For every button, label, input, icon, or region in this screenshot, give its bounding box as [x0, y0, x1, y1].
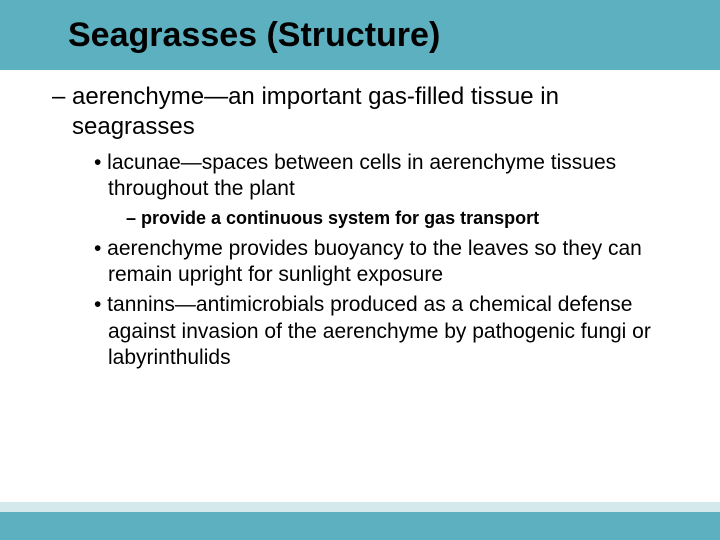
footer-accent-bar	[0, 512, 720, 540]
bullet-level3: – provide a continuous system for gas tr…	[140, 207, 680, 230]
slide-title: Seagrasses (Structure)	[68, 16, 440, 55]
bullet-level1: – aerenchyme—an important gas-filled tis…	[48, 82, 680, 142]
footer-accent-light	[0, 502, 720, 512]
bullet-level2: • tannins—antimicrobials produced as a c…	[108, 292, 680, 371]
bullet-level2: • lacunae—spaces between cells in aerenc…	[108, 150, 680, 203]
bullet-level2: • aerenchyme provides buoyancy to the le…	[108, 236, 680, 289]
slide-header: Seagrasses (Structure)	[0, 0, 720, 70]
slide-content: – aerenchyme—an important gas-filled tis…	[0, 70, 720, 371]
